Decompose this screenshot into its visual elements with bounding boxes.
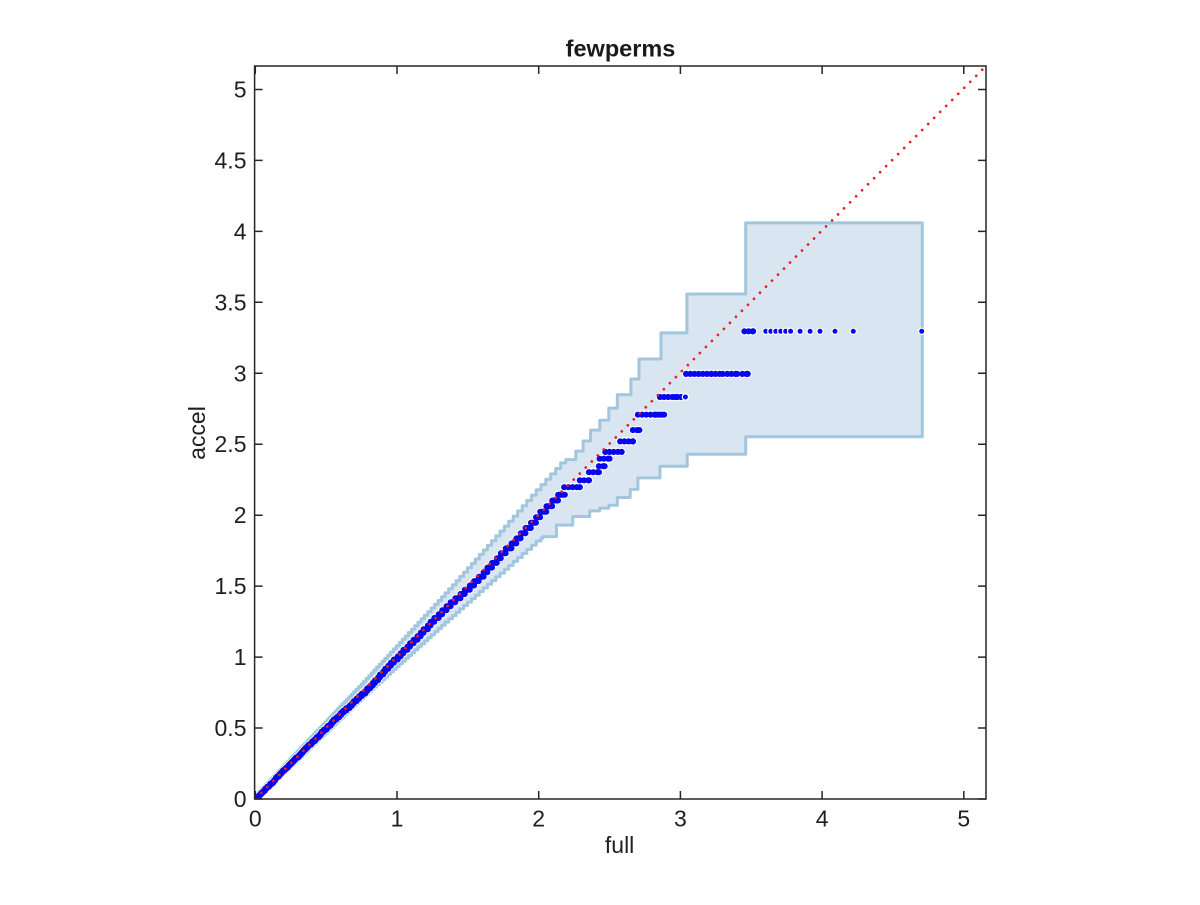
- svg-text:fewperms: fewperms: [566, 36, 676, 62]
- svg-text:2: 2: [532, 806, 545, 832]
- svg-text:5: 5: [957, 806, 970, 832]
- svg-text:5: 5: [234, 77, 247, 103]
- svg-text:4.5: 4.5: [215, 147, 247, 173]
- svg-text:1.5: 1.5: [215, 573, 247, 599]
- svg-text:3.5: 3.5: [215, 289, 247, 315]
- svg-text:3: 3: [234, 360, 247, 386]
- svg-text:2: 2: [234, 502, 247, 528]
- svg-text:1: 1: [391, 806, 404, 832]
- svg-text:4: 4: [234, 218, 247, 244]
- svg-text:4: 4: [816, 806, 829, 832]
- svg-text:3: 3: [674, 806, 687, 832]
- svg-text:0.5: 0.5: [215, 715, 247, 741]
- svg-text:accel: accel: [184, 406, 210, 460]
- svg-text:0: 0: [234, 786, 247, 812]
- svg-text:1: 1: [234, 644, 247, 670]
- svg-text:full: full: [605, 832, 634, 858]
- svg-text:0: 0: [249, 806, 262, 832]
- svg-text:2.5: 2.5: [215, 431, 247, 457]
